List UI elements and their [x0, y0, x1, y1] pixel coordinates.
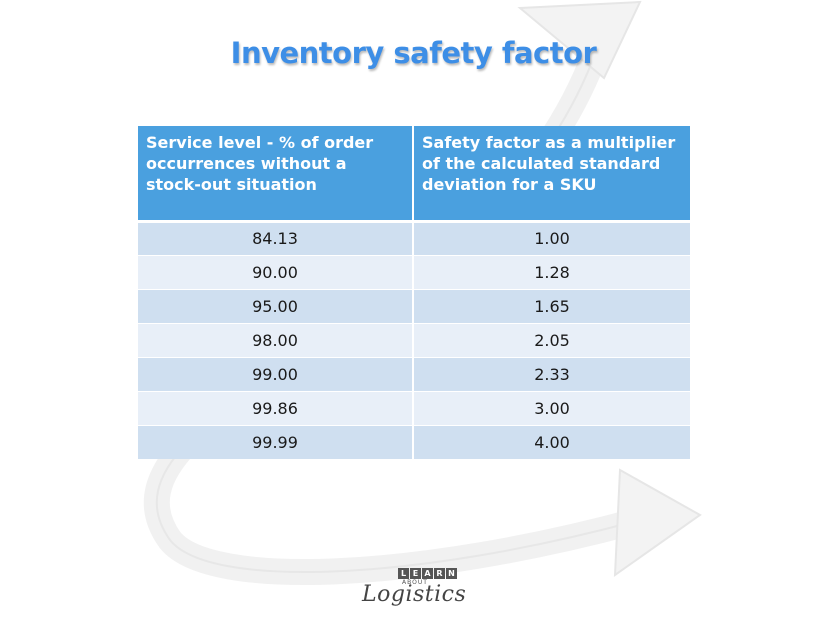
logo-letter: E [410, 568, 421, 579]
service-level-cell: 99.86 [138, 390, 413, 425]
safety-factor-table: Service level - % of order occurrences w… [138, 126, 690, 459]
table-header-row: Service level - % of order occurrences w… [138, 126, 690, 223]
table-row: 95.00 1.65 [138, 288, 690, 323]
table-row: 99.86 3.00 [138, 390, 690, 425]
learn-about-logistics-logo: L E A R N ABOUT Logistics [362, 568, 472, 610]
table-row: 99.99 4.00 [138, 424, 690, 459]
safety-factor-cell: 3.00 [412, 390, 690, 425]
header-service-level: Service level - % of order occurrences w… [138, 126, 413, 223]
service-level-cell: 90.00 [138, 254, 413, 289]
header-safety-factor: Safety factor as a multiplier of the cal… [412, 126, 690, 223]
service-level-cell: 84.13 [138, 220, 413, 255]
service-level-cell: 99.00 [138, 356, 413, 391]
safety-factor-cell: 2.33 [412, 356, 690, 391]
safety-factor-cell: 2.05 [412, 322, 690, 357]
service-level-cell: 95.00 [138, 288, 413, 323]
page-title: Inventory safety factor [230, 36, 597, 70]
service-level-cell: 99.99 [138, 424, 413, 459]
logo-letter: A [422, 568, 433, 579]
table-row: 99.00 2.33 [138, 356, 690, 391]
safety-factor-cell: 1.28 [412, 254, 690, 289]
logo-about-text: ABOUT [402, 579, 428, 586]
logo-letter: L [398, 568, 409, 579]
safety-factor-cell: 1.65 [412, 288, 690, 323]
logo-letter: R [434, 568, 445, 579]
table-row: 84.13 1.00 [138, 220, 690, 255]
service-level-cell: 98.00 [138, 322, 413, 357]
logo-letter: N [446, 568, 457, 579]
table-row: 90.00 1.28 [138, 254, 690, 289]
logo-wordmark: Logistics [362, 582, 467, 607]
safety-factor-cell: 1.00 [412, 220, 690, 255]
logo-learn-boxes: L E A R N [398, 568, 457, 579]
safety-factor-cell: 4.00 [412, 424, 690, 459]
table-row: 98.00 2.05 [138, 322, 690, 357]
